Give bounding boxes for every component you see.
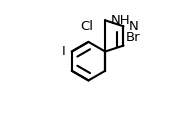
Text: Cl: Cl xyxy=(81,20,94,33)
Text: NH: NH xyxy=(110,14,130,27)
Text: N: N xyxy=(129,20,138,33)
Text: Br: Br xyxy=(126,31,141,44)
Text: I: I xyxy=(62,45,65,58)
